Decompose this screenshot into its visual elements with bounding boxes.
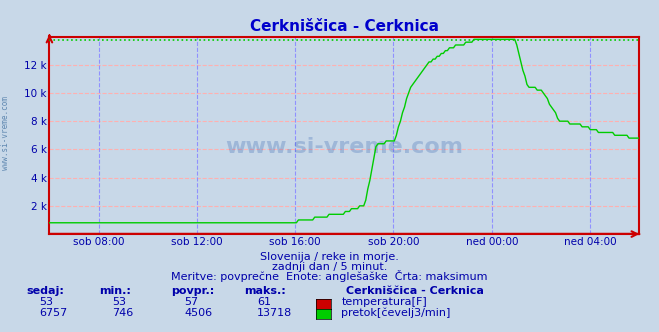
Text: 57: 57 [185,297,198,307]
Text: www.si-vreme.com: www.si-vreme.com [1,96,10,170]
Text: 53: 53 [40,297,53,307]
Text: 6757: 6757 [40,308,68,318]
Text: zadnji dan / 5 minut.: zadnji dan / 5 minut. [272,262,387,272]
Text: Cerkniščica - Cerknica: Cerkniščica - Cerknica [346,286,484,296]
Text: 746: 746 [112,308,133,318]
Text: Meritve: povprečne  Enote: anglešaške  Črta: maksimum: Meritve: povprečne Enote: anglešaške Črt… [171,270,488,282]
Title: Cerkniščica - Cerknica: Cerkniščica - Cerknica [250,19,439,34]
Text: 13718: 13718 [257,308,292,318]
Text: 61: 61 [257,297,271,307]
Text: maks.:: maks.: [244,286,285,296]
Text: www.si-vreme.com: www.si-vreme.com [225,137,463,157]
Text: povpr.:: povpr.: [171,286,215,296]
Text: 53: 53 [112,297,126,307]
Text: pretok[čevelj3/min]: pretok[čevelj3/min] [341,307,451,318]
Text: Slovenija / reke in morje.: Slovenija / reke in morje. [260,252,399,262]
Text: temperatura[F]: temperatura[F] [341,297,427,307]
Text: 4506: 4506 [185,308,213,318]
Text: sedaj:: sedaj: [26,286,64,296]
Text: min.:: min.: [99,286,130,296]
